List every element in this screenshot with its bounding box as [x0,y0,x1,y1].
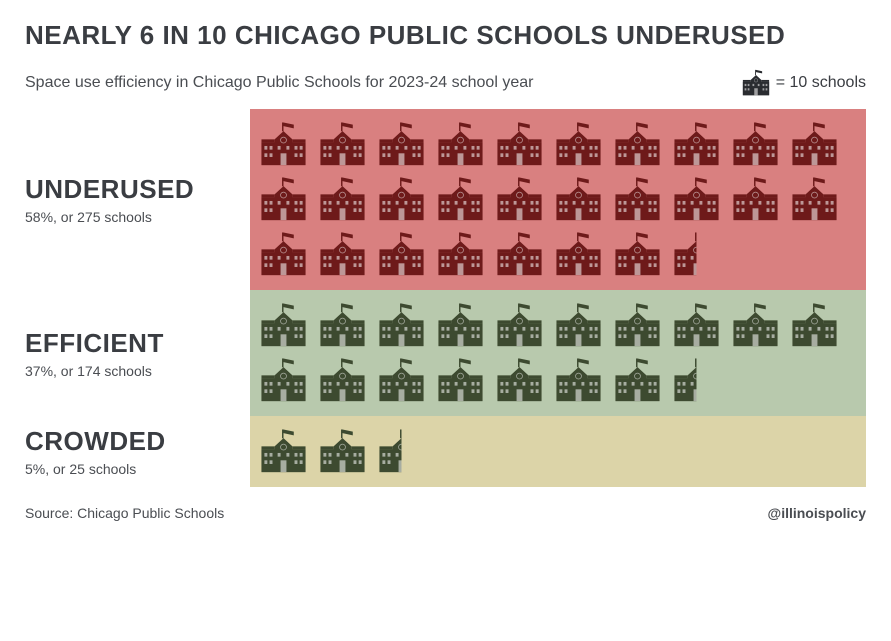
school-icon [378,176,425,223]
school-icon [673,302,720,349]
icon-grid [260,121,856,278]
school-icon [260,176,307,223]
school-icon [732,302,779,349]
category-row: CROWDED 5%, or 25 schools [25,416,866,487]
school-icon [437,121,484,168]
school-icon [614,176,661,223]
school-icon [319,176,366,223]
legend-text: = 10 schools [776,74,866,92]
school-icon [378,231,425,278]
school-icon [260,302,307,349]
category-label: UNDERUSED 58%, or 275 schools [25,109,250,290]
category-block [250,290,866,416]
school-icon [614,121,661,168]
legend: = 10 schools [742,69,866,97]
school-icon [496,176,543,223]
category-name: UNDERUSED [25,174,240,205]
school-icon [555,357,602,404]
school-icon [673,121,720,168]
subtitle: Space use efficiency in Chicago Public S… [25,74,533,92]
school-icon-partial [378,428,425,475]
school-icon [437,231,484,278]
school-icon [260,428,307,475]
category-row: EFFICIENT 37%, or 174 schools [25,290,866,416]
school-icon [791,302,838,349]
school-icon [732,176,779,223]
category-name: CROWDED [25,426,240,457]
school-icon [260,231,307,278]
category-row: UNDERUSED 58%, or 275 schools [25,109,866,290]
school-icon [319,121,366,168]
school-icon [437,176,484,223]
school-icon-partial [673,357,720,404]
school-icon [496,231,543,278]
school-icon [260,357,307,404]
icon-grid [260,302,856,404]
school-icon [437,357,484,404]
source-text: Source: Chicago Public Schools [25,505,224,521]
school-icon [496,357,543,404]
school-icon [791,121,838,168]
school-icon [496,121,543,168]
school-icon [614,302,661,349]
school-icon [555,231,602,278]
category-name: EFFICIENT [25,328,240,359]
category-detail: 5%, or 25 schools [25,461,240,477]
category-label: CROWDED 5%, or 25 schools [25,416,250,487]
category-detail: 58%, or 275 schools [25,209,240,225]
school-icon [378,302,425,349]
school-icon [319,302,366,349]
school-icon [319,428,366,475]
school-icon-partial [673,231,720,278]
school-icon [555,121,602,168]
school-icon [319,357,366,404]
school-icon [378,357,425,404]
school-icon [437,302,484,349]
category-detail: 37%, or 174 schools [25,363,240,379]
school-icon [673,176,720,223]
pictogram-chart: UNDERUSED 58%, or 275 schools [25,109,866,487]
category-block [250,416,866,487]
subtitle-row: Space use efficiency in Chicago Public S… [25,69,866,97]
school-icon [732,121,779,168]
school-icon [555,176,602,223]
school-icon [260,121,307,168]
school-icon [791,176,838,223]
school-icon [319,231,366,278]
school-icon [496,302,543,349]
school-icon [378,121,425,168]
icon-grid [260,428,856,475]
school-icon [614,357,661,404]
school-icon [555,302,602,349]
page-title: NEARLY 6 IN 10 CHICAGO PUBLIC SCHOOLS UN… [25,20,866,51]
footer: Source: Chicago Public Schools @illinois… [25,505,866,521]
school-icon [614,231,661,278]
school-icon [742,69,770,97]
category-label: EFFICIENT 37%, or 174 schools [25,290,250,416]
credit-text: @illinoispolicy [768,505,866,521]
category-block [250,109,866,290]
